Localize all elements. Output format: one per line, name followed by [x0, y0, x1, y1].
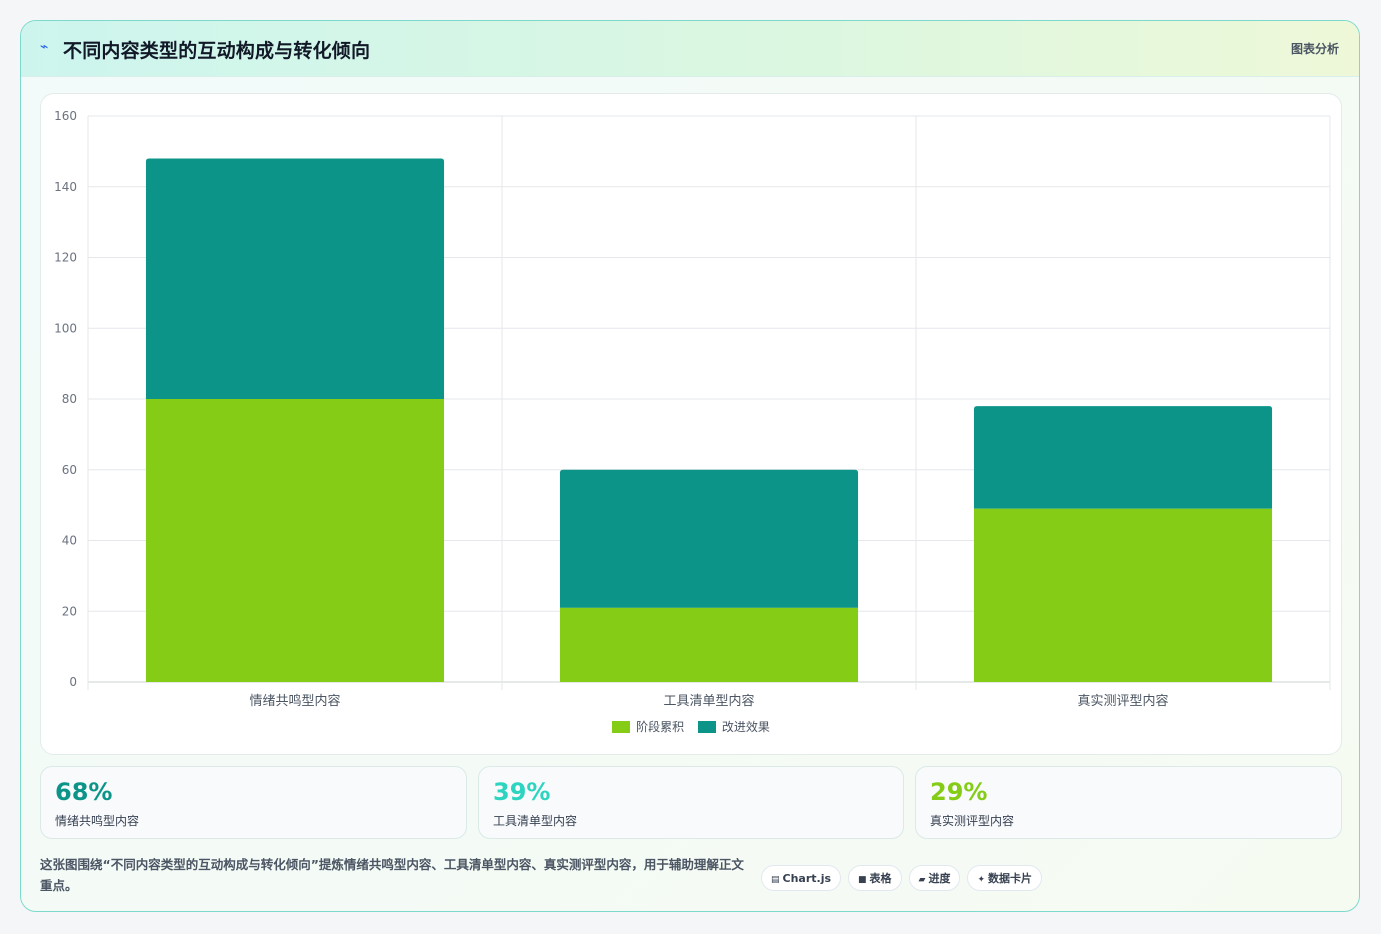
chart-footnote: 这张图围绕“不同内容类型的互动构成与转化倾向”提炼情绪共鸣型内容、工具清单型内容…	[40, 857, 744, 893]
chart-container: 0 20 40 60 80 100 120 140 160 情绪共鸣型内容 工具清单型内容 真实测评型…	[40, 93, 1342, 755]
stat-value: 29%	[930, 778, 988, 806]
chart-icon: ▤	[771, 875, 780, 885]
y-tick-label: 160	[54, 109, 77, 123]
card-title: 不同内容类型的互动构成与转化倾向	[63, 40, 371, 62]
bar-segment	[973, 508, 1273, 682]
progress-icon: ▰	[918, 875, 926, 885]
y-tick-label: 100	[54, 321, 77, 335]
bar-segment	[559, 469, 859, 608]
x-tick-label: 真实测评型内容	[1077, 693, 1168, 709]
chip-progress[interactable]: ▰ 进度	[908, 865, 961, 891]
stat-card-emotional: 68% 情绪共鸣型内容	[40, 766, 467, 839]
legend-label: 改进效果	[721, 720, 770, 734]
x-tick-label: 情绪共鸣型内容	[249, 693, 340, 709]
stat-label: 情绪共鸣型内容	[55, 814, 140, 828]
x-tick-label: 工具清单型内容	[663, 693, 754, 709]
bar-segment	[145, 399, 445, 682]
chip-data-card[interactable]: ✦ 数据卡片	[967, 865, 1043, 891]
stat-value: 39%	[493, 778, 551, 806]
bar-segment	[145, 158, 445, 399]
y-tick-label: 140	[54, 180, 77, 194]
y-tick-label: 20	[62, 604, 77, 618]
stat-value: 68%	[55, 778, 113, 806]
feature-chips: ▤ Chart.js ■ 表格 ▰ 进度 ✦ 数据卡片	[761, 865, 1049, 893]
chart-legend: 阶段累积 改进效果	[41, 718, 1341, 735]
y-tick-label: 80	[62, 392, 77, 406]
table-icon: ■	[858, 875, 867, 885]
stat-card-tool-list: 39% 工具清单型内容	[478, 766, 904, 839]
bar-segment	[559, 607, 859, 682]
chart-analysis-tag: 图表分析	[1290, 42, 1339, 56]
legend-item-series-1[interactable]: 阶段累积	[612, 718, 684, 735]
stat-label: 工具清单型内容	[493, 814, 578, 828]
chart-card: ⌁ 不同内容类型的互动构成与转化倾向 图表分析 0 20 40 60 80 100 120 1…	[20, 20, 1360, 912]
legend-swatch	[697, 721, 716, 733]
y-tick-label: 60	[62, 463, 77, 477]
legend-item-series-2[interactable]: 改进效果	[697, 718, 770, 735]
chip-label: 表格	[869, 872, 892, 885]
stat-card-review: 29% 真实测评型内容	[915, 766, 1342, 839]
chip-chartjs[interactable]: ▤ Chart.js	[761, 865, 842, 891]
legend-swatch	[612, 721, 631, 733]
chip-table[interactable]: ■ 表格	[848, 865, 902, 891]
legend-label: 阶段累积	[636, 720, 685, 734]
y-tick-label: 0	[69, 675, 77, 689]
stacked-bar-chart: 0 20 40 60 80 100 120 140 160 情绪共鸣型内容 工具清单型内容 真实测评型…	[54, 109, 1331, 709]
chip-label: Chart.js	[782, 872, 832, 885]
bar-segment	[973, 406, 1273, 509]
chart-pulse-icon: ⌁	[40, 39, 49, 55]
chip-label: 数据卡片	[988, 872, 1033, 885]
chip-label: 进度	[928, 872, 951, 885]
sparkle-icon: ✦	[977, 875, 986, 885]
y-tick-label: 40	[62, 534, 77, 548]
stat-label: 真实测评型内容	[930, 814, 1015, 828]
y-tick-label: 120	[54, 251, 77, 265]
card-header: ⌁ 不同内容类型的互动构成与转化倾向 图表分析	[21, 21, 1359, 77]
